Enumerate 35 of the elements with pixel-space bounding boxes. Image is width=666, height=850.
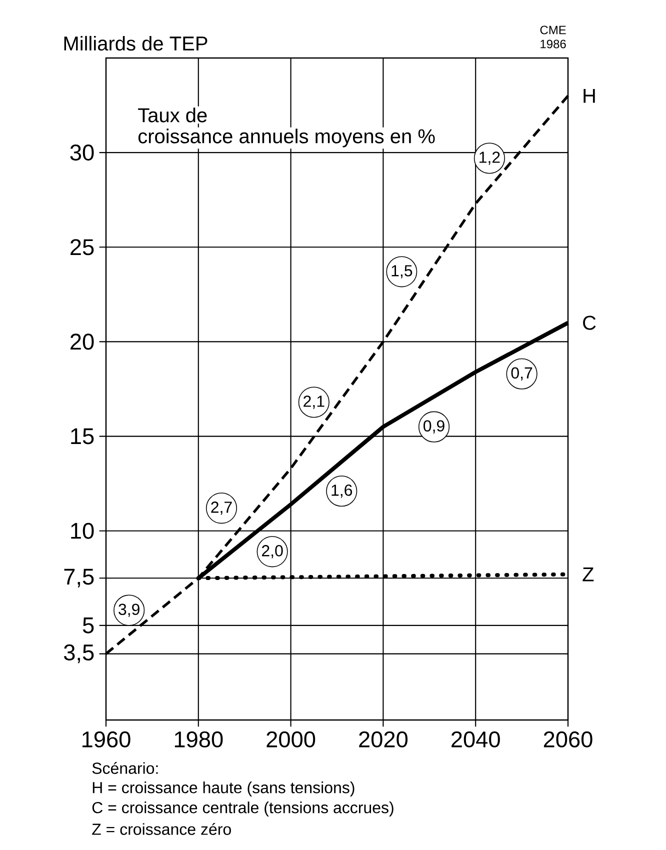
text: C = croissance centrale (tensions accrues) bbox=[92, 802, 394, 816]
text: 1986 bbox=[540, 40, 566, 48]
annotation: 3,9 bbox=[118, 604, 140, 617]
annotation: 1,2 bbox=[480, 152, 500, 165]
y-tick-label: 20 bbox=[70, 334, 94, 350]
series-label: H bbox=[584, 88, 595, 103]
annotation: 0,7 bbox=[511, 367, 532, 380]
y-tick-label: 3,5 bbox=[64, 644, 94, 664]
y-tick-label: 25 bbox=[70, 239, 94, 256]
annotation: croissance annuels moyens en % bbox=[138, 128, 435, 148]
y-tick-label: 15 bbox=[71, 428, 94, 444]
text: H = croissance haute (sans tensions) bbox=[92, 782, 354, 796]
y-tick-label: 7,5 bbox=[64, 568, 94, 588]
x-tick-label: 2060 bbox=[544, 731, 592, 748]
text: Scénario: bbox=[92, 762, 158, 774]
series-label: C bbox=[583, 316, 596, 330]
x-tick-label: 2040 bbox=[452, 731, 500, 748]
y-tick-label: 30 bbox=[70, 144, 94, 161]
text: Z = croissance zéro bbox=[92, 823, 231, 835]
annotation: 2,0 bbox=[262, 545, 283, 558]
x-tick-label: 2020 bbox=[359, 731, 408, 748]
text: CME bbox=[540, 26, 566, 34]
annotation: 0,9 bbox=[424, 420, 444, 434]
x-tick-label: 2000 bbox=[266, 731, 316, 748]
annotation: 1,5 bbox=[392, 265, 412, 278]
x-tick-label: 1980 bbox=[174, 731, 223, 748]
y-axis-title: Milliards de TEP bbox=[64, 36, 208, 51]
annotation: 1,6 bbox=[332, 484, 352, 498]
x-tick-label: 1960 bbox=[82, 731, 130, 748]
annotation: 2,1 bbox=[304, 396, 324, 409]
annotation: Taux de bbox=[138, 108, 207, 122]
annotation: 2,7 bbox=[211, 502, 232, 515]
y-tick-label: 5 bbox=[82, 618, 94, 634]
y-tick-label: 10 bbox=[71, 522, 94, 539]
series-label: Z bbox=[582, 567, 594, 582]
